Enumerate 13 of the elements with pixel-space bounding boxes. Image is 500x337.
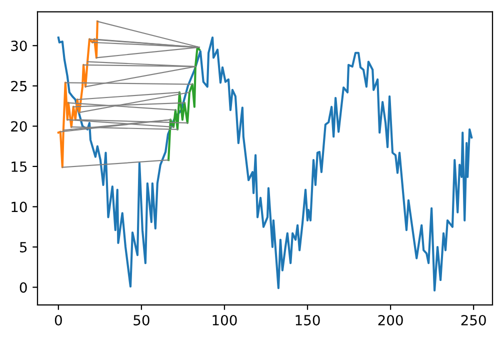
y-tick-label: 30: [11, 40, 27, 52]
y-tick-label: 10: [12, 202, 27, 212]
x-tick-label: 50: [134, 314, 150, 326]
x-tick-label: 200: [378, 314, 403, 326]
x-tick-label: 150: [296, 314, 320, 326]
x-tick-label: 0: [54, 314, 62, 326]
y-tick-label: 0: [20, 282, 27, 293]
x-tick-label: 250: [461, 314, 486, 326]
y-tick-label: 25: [11, 80, 27, 92]
y-tick-label: 5: [20, 242, 27, 252]
y-tick-label: 20: [11, 121, 27, 132]
y-tick-label: 15: [12, 162, 27, 172]
x-tick-label: 100: [212, 314, 237, 326]
